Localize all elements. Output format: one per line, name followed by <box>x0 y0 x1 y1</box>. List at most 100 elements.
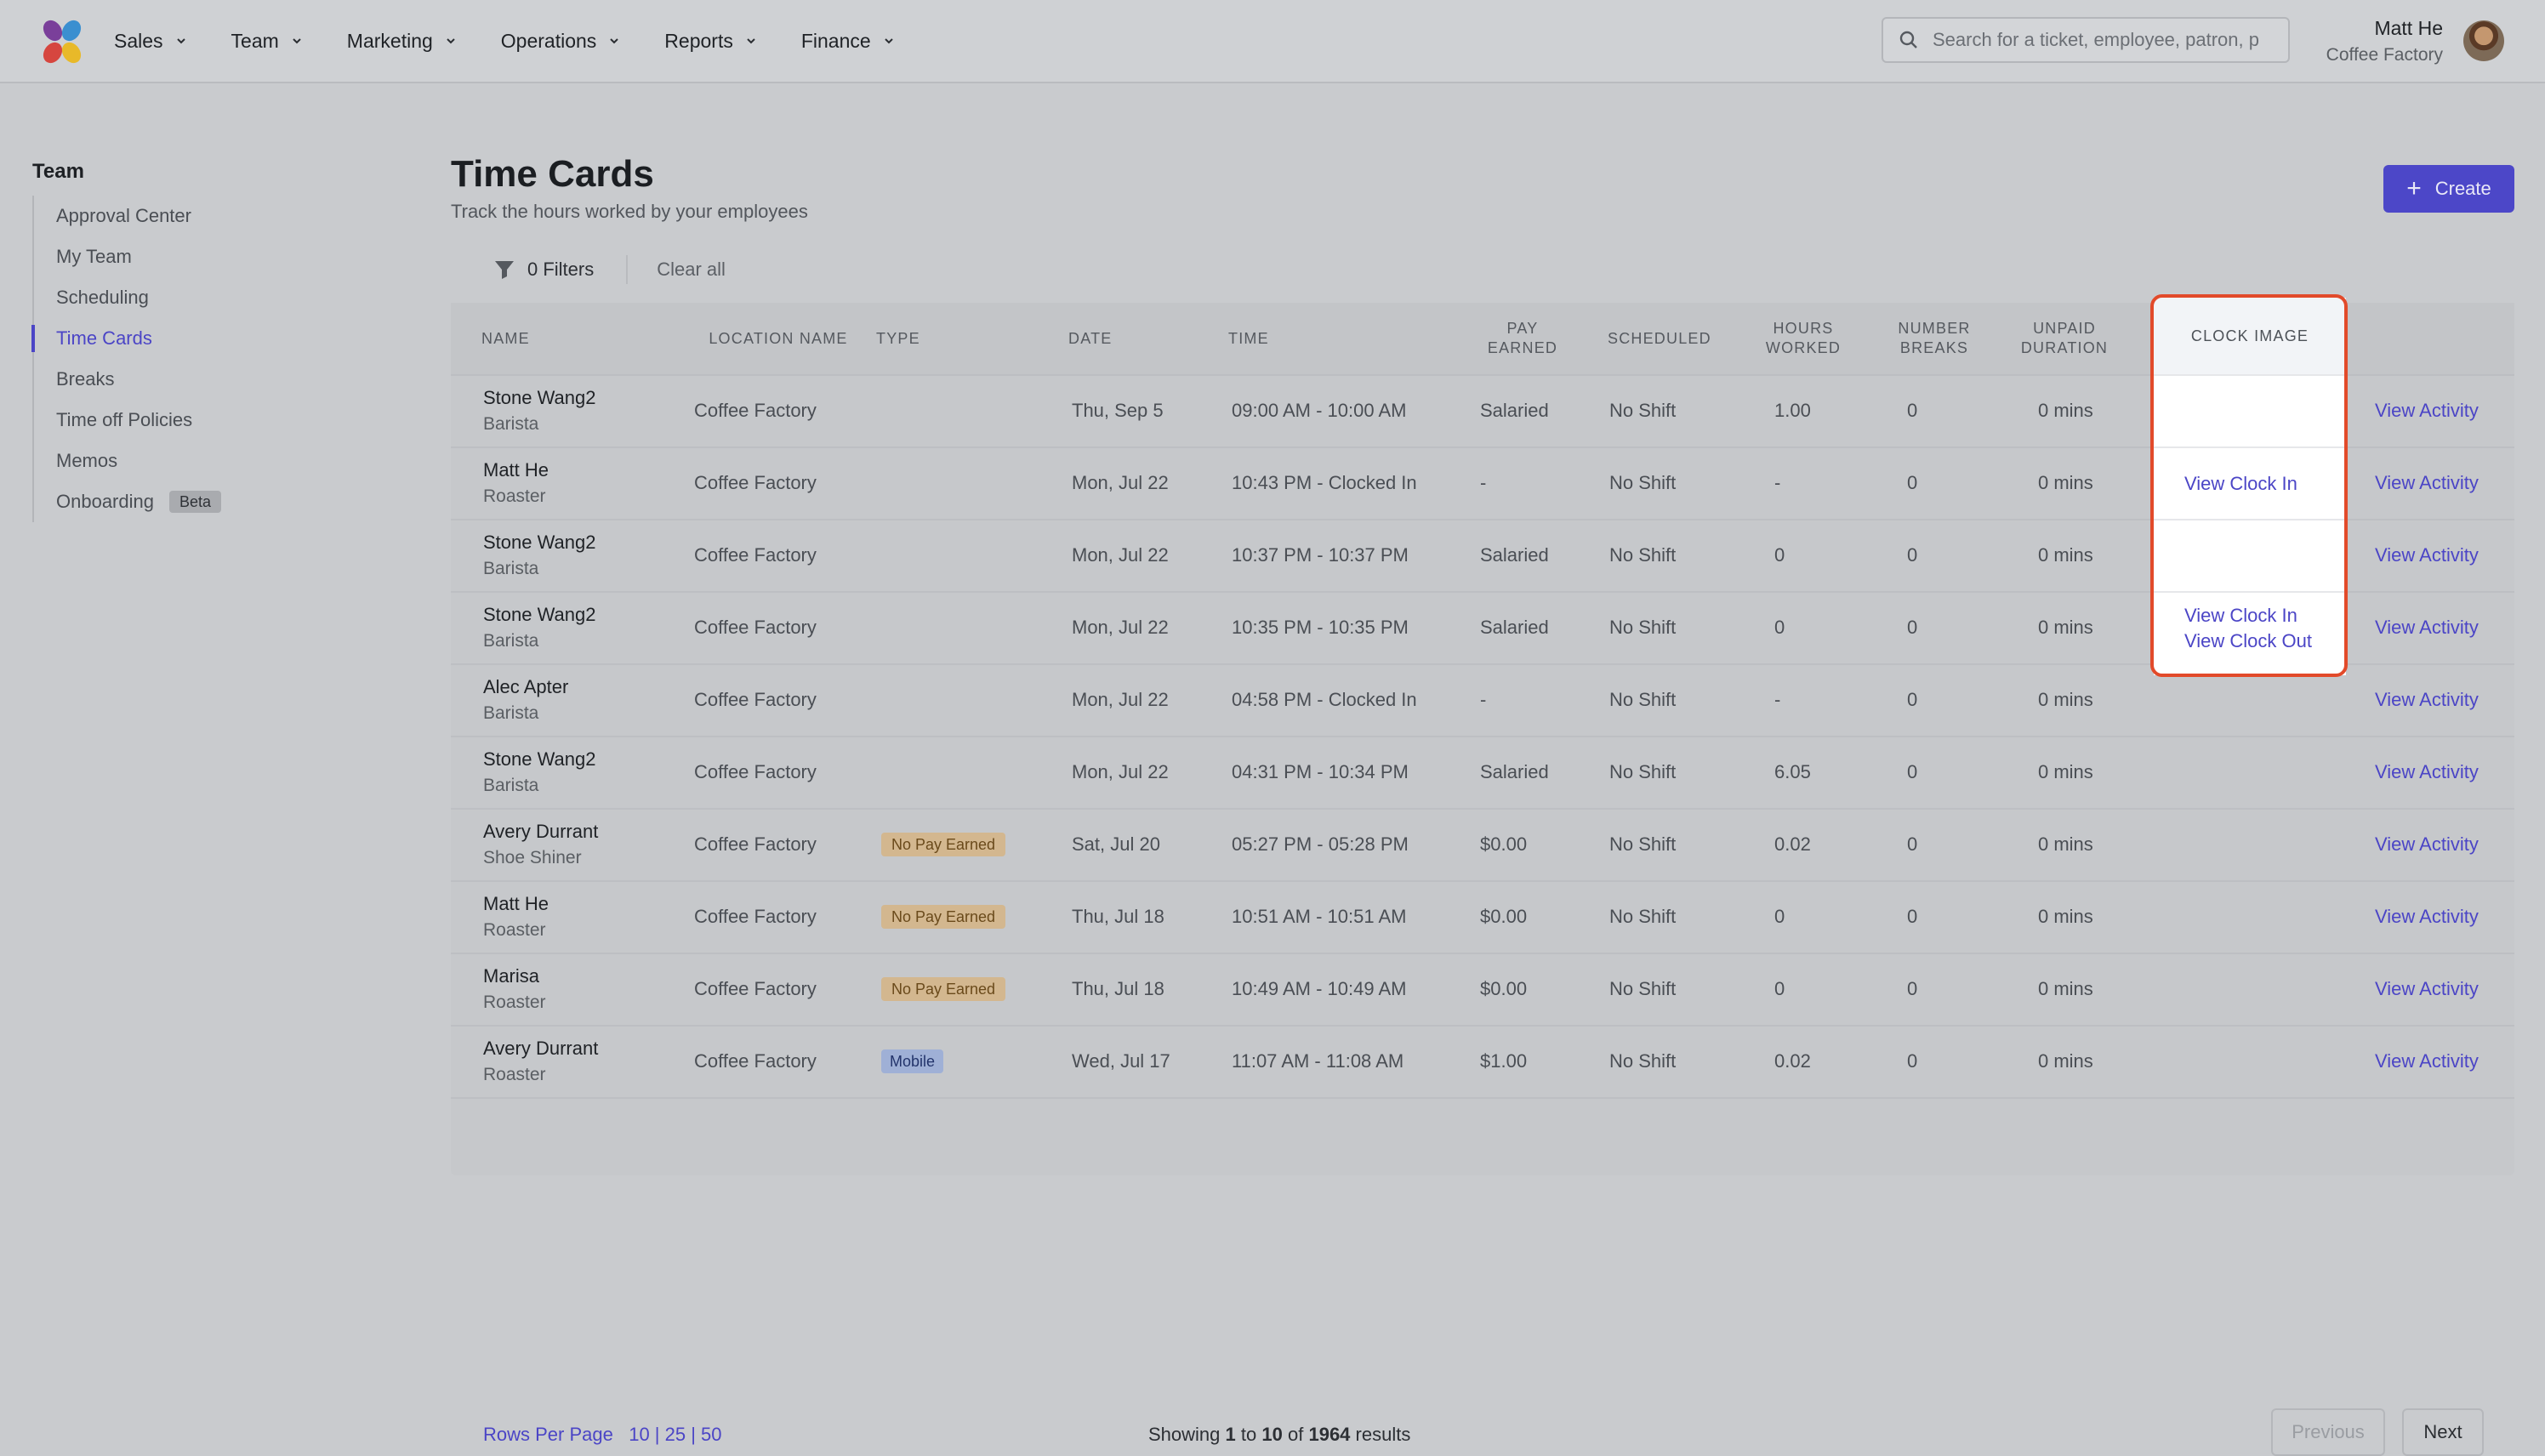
range-end: 10 <box>1261 1424 1283 1445</box>
sidebar-item-memos[interactable]: Memos <box>34 441 221 481</box>
scheduled-cell: No Shift <box>1609 688 1677 710</box>
col-type[interactable]: Type <box>876 329 920 347</box>
col-clock-image[interactable]: Clock Image <box>2154 298 2346 374</box>
time-cell: 10:49 AM - 10:49 AM <box>1232 977 1407 999</box>
table-row[interactable]: Alec Apter Barista Coffee Factory Mon, J… <box>451 663 2514 737</box>
table-row[interactable]: Marisa Roaster Coffee Factory No Pay Ear… <box>451 953 2514 1027</box>
col-date[interactable]: Date <box>1068 329 1113 347</box>
unpaid-cell: 0 mins <box>2038 616 2093 638</box>
col-location[interactable]: Location Name <box>709 329 848 347</box>
col-scheduled[interactable]: Scheduled <box>1608 329 1711 347</box>
view-activity-link[interactable]: View Activity <box>2375 905 2479 927</box>
sidebar-item-approval-center[interactable]: Approval Center <box>34 196 221 236</box>
employee-role: Barista <box>483 775 539 795</box>
table-row[interactable]: Matt He Roaster Coffee Factory No Pay Ea… <box>451 880 2514 954</box>
sidebar-item-breaks[interactable]: Breaks <box>34 359 221 400</box>
nav-operations[interactable]: Operations <box>501 30 621 53</box>
view-activity-link[interactable]: View Activity <box>2375 616 2479 638</box>
table-row[interactable]: Stone Wang2 Barista Coffee Factory Thu, … <box>451 374 2514 448</box>
col-hours[interactable]: Hours Worked <box>1765 320 1842 356</box>
hours-cell: 0.02 <box>1774 1049 1811 1072</box>
view-activity-link[interactable]: View Activity <box>2375 543 2479 566</box>
pay-cell: $0.00 <box>1480 977 1528 999</box>
user-menu[interactable]: Matt He Coffee Factory <box>2326 17 2443 65</box>
sidebar-item-label: Approval Center <box>56 205 191 226</box>
rows-per-page-options[interactable]: 10 | 25 | 50 <box>629 1424 722 1445</box>
employee-role: Roaster <box>483 486 546 506</box>
hours-cell: 0.02 <box>1774 833 1811 855</box>
clear-all-filters[interactable]: Clear all <box>657 259 726 280</box>
chevron-down-icon <box>176 38 185 44</box>
employee-cell[interactable]: Stone Wang2 Barista <box>483 519 596 591</box>
view-activity-link[interactable]: View Activity <box>2375 688 2479 710</box>
next-button[interactable]: Next <box>2402 1408 2484 1456</box>
employee-name: Matt He <box>483 892 549 914</box>
sidebar-item-label: Time off Policies <box>56 409 193 430</box>
view-activity-link[interactable]: View Activity <box>2375 1049 2479 1072</box>
table-row[interactable]: Matt He Roaster Coffee Factory Mon, Jul … <box>451 446 2514 520</box>
time-cell: 09:00 AM - 10:00 AM <box>1232 399 1407 421</box>
scheduled-cell: No Shift <box>1609 977 1677 999</box>
col-unpaid[interactable]: Unpaid Duration <box>2020 320 2109 356</box>
view-activity-link[interactable]: View Activity <box>2375 833 2479 855</box>
breaks-cell: 0 <box>1907 760 1918 782</box>
table-row[interactable]: Avery Durrant Roaster Coffee Factory Mob… <box>451 1025 2514 1099</box>
time-cell: 10:43 PM - Clocked In <box>1232 471 1417 493</box>
view-activity-link[interactable]: View Activity <box>2375 399 2479 421</box>
search-input[interactable] <box>1931 28 2275 52</box>
breaks-cell: 0 <box>1907 399 1918 421</box>
col-time[interactable]: Time <box>1228 329 1269 347</box>
user-name: Matt He <box>2374 17 2443 39</box>
employee-cell[interactable]: Alec Apter Barista <box>483 663 568 736</box>
col-breaks[interactable]: Number Breaks <box>1898 320 1971 356</box>
table-row[interactable]: Stone Wang2 Barista Coffee Factory Mon, … <box>451 591 2514 665</box>
create-label: Create <box>2434 178 2491 199</box>
table-row[interactable]: Avery Durrant Shoe Shiner Coffee Factory… <box>451 808 2514 882</box>
employee-cell[interactable]: Avery Durrant Shoe Shiner <box>483 808 598 880</box>
unpaid-cell: 0 mins <box>2038 471 2093 493</box>
employee-cell[interactable]: Stone Wang2 Barista <box>483 736 596 808</box>
employee-name: Stone Wang2 <box>483 531 596 553</box>
employee-cell[interactable]: Marisa Roaster <box>483 953 546 1025</box>
location-cell: Coffee Factory <box>694 616 817 638</box>
employee-cell[interactable]: Avery Durrant Roaster <box>483 1025 598 1097</box>
table-row[interactable]: Stone Wang2 Barista Coffee Factory Mon, … <box>451 519 2514 593</box>
scheduled-cell: No Shift <box>1609 833 1677 855</box>
employee-cell[interactable]: Matt He Roaster <box>483 880 549 953</box>
employee-cell[interactable]: Stone Wang2 Barista <box>483 591 596 663</box>
app-logo[interactable] <box>39 19 85 65</box>
avatar[interactable] <box>2463 20 2504 61</box>
view-clock-out-link[interactable]: View Clock Out <box>2184 629 2312 651</box>
nav-team[interactable]: Team <box>231 30 303 53</box>
breaks-cell: 0 <box>1907 1049 1918 1072</box>
create-button[interactable]: + Create <box>2383 165 2514 213</box>
nav-label: Team <box>231 29 279 52</box>
nav-finance[interactable]: Finance <box>801 30 895 53</box>
table-row[interactable]: Stone Wang2 Barista Coffee Factory Mon, … <box>451 736 2514 810</box>
sidebar-item-scheduling[interactable]: Scheduling <box>34 277 221 318</box>
employee-cell[interactable]: Stone Wang2 Barista <box>483 374 596 446</box>
nav-reports[interactable]: Reports <box>664 30 757 53</box>
time-cell: 10:35 PM - 10:35 PM <box>1232 616 1409 638</box>
col-name[interactable]: Name <box>481 329 530 347</box>
previous-button[interactable]: Previous <box>2271 1408 2385 1456</box>
view-clock-in-link[interactable]: View Clock In <box>2184 604 2297 626</box>
view-clock-in-link[interactable]: View Clock In <box>2184 472 2297 494</box>
view-activity-link[interactable]: View Activity <box>2375 977 2479 999</box>
employee-cell[interactable]: Matt He Roaster <box>483 446 549 519</box>
view-activity-link[interactable]: View Activity <box>2375 760 2479 782</box>
nav-marketing[interactable]: Marketing <box>347 30 457 53</box>
sidebar-item-time-cards[interactable]: Time Cards <box>31 318 221 359</box>
view-activity-link[interactable]: View Activity <box>2375 471 2479 493</box>
col-pay[interactable]: Pay Earned <box>1487 320 1558 356</box>
pay-cell: $0.00 <box>1480 833 1528 855</box>
filter-count[interactable]: 0 Filters <box>527 259 595 280</box>
sidebar-item-time-off-policies[interactable]: Time off Policies <box>34 400 221 441</box>
no-pay-badge: No Pay Earned <box>881 904 1006 929</box>
nav-sales[interactable]: Sales <box>114 30 187 53</box>
location-cell: Coffee Factory <box>694 399 817 421</box>
sidebar-item-my-team[interactable]: My Team <box>34 236 221 277</box>
filter-icon[interactable] <box>493 259 515 281</box>
sidebar-item-onboarding[interactable]: Onboarding Beta <box>34 481 222 522</box>
chevron-down-icon <box>293 38 301 44</box>
